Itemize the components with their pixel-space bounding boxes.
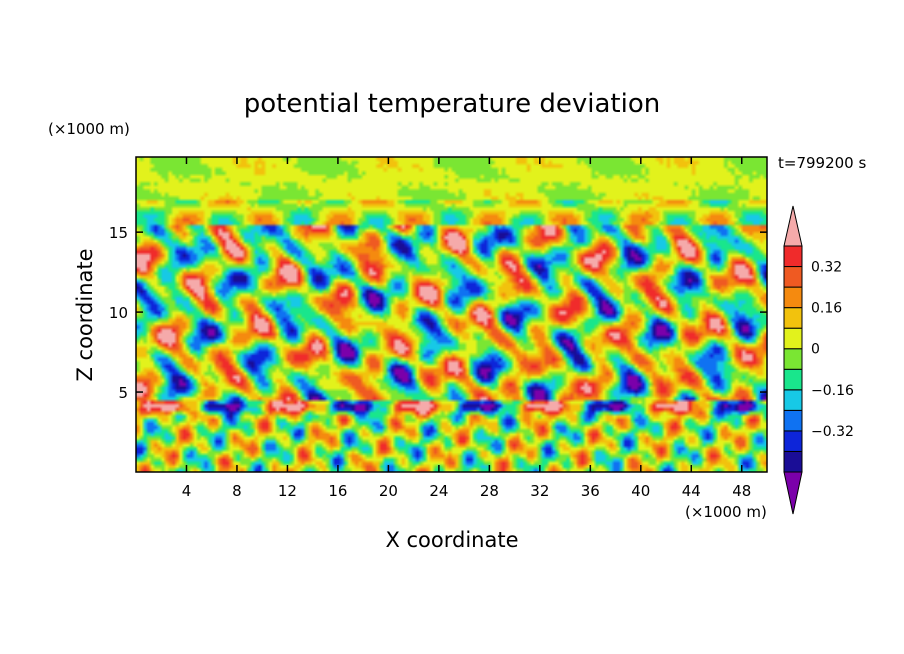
colorbar-box	[783, 389, 803, 411]
y-tick-label: 5	[118, 384, 128, 402]
colorbar: 0.32 0.16 0 −0.16 −0.32	[783, 205, 854, 515]
colorbar-box	[783, 348, 803, 370]
time-label: t=799200 s	[778, 154, 866, 172]
x-tick-label: 28	[480, 482, 499, 500]
colorbar-box	[783, 266, 803, 288]
colorbar-box	[783, 327, 803, 350]
x-tick-label: 20	[379, 482, 398, 500]
colorbar-label: 0.16	[811, 301, 842, 317]
plot-frame	[135, 156, 768, 473]
colorbar-box	[783, 245, 803, 268]
colorbar-min-arrow	[783, 471, 803, 515]
colorbar-label: −0.32	[811, 424, 854, 440]
y-axis: 5 10 15	[109, 224, 767, 402]
x-tick-label: 4	[182, 482, 192, 500]
contour-field	[136, 157, 767, 472]
colorbar-box	[783, 368, 803, 391]
x-axis: 4 8 12 16 20 24 28 32 36 40 44 48	[182, 157, 751, 500]
x-tick-label: 16	[328, 482, 347, 500]
x-tick-label: 44	[682, 482, 701, 500]
y-tick-label: 15	[109, 224, 128, 242]
x-tick-label: 12	[278, 482, 297, 500]
x-tick-label: 32	[530, 482, 549, 500]
colorbar-max-arrow	[783, 205, 803, 247]
colorbar-box	[783, 409, 803, 432]
x-tick-label: 48	[732, 482, 751, 500]
y-tick-label: 10	[109, 304, 128, 322]
colorbar-box	[783, 307, 803, 329]
x-axis-label: X coordinate	[385, 528, 518, 552]
chart-title: potential temperature deviation	[244, 89, 660, 119]
y-unit-label: (×1000 m)	[48, 120, 130, 138]
y-axis-label: Z coordinate	[73, 248, 97, 381]
x-tick-label: 40	[631, 482, 650, 500]
colorbar-label: −0.16	[811, 383, 854, 399]
colorbar-box	[783, 450, 803, 473]
x-tick-label: 36	[581, 482, 600, 500]
colorbar-label: 0.32	[811, 260, 842, 276]
colorbar-label: 0	[811, 342, 820, 358]
x-unit-label: (×1000 m)	[685, 503, 767, 521]
x-tick-label: 8	[232, 482, 242, 500]
colorbar-box	[783, 430, 803, 452]
colorbar-box	[783, 286, 803, 309]
x-tick-label: 24	[429, 482, 448, 500]
contour-raster	[136, 157, 767, 472]
